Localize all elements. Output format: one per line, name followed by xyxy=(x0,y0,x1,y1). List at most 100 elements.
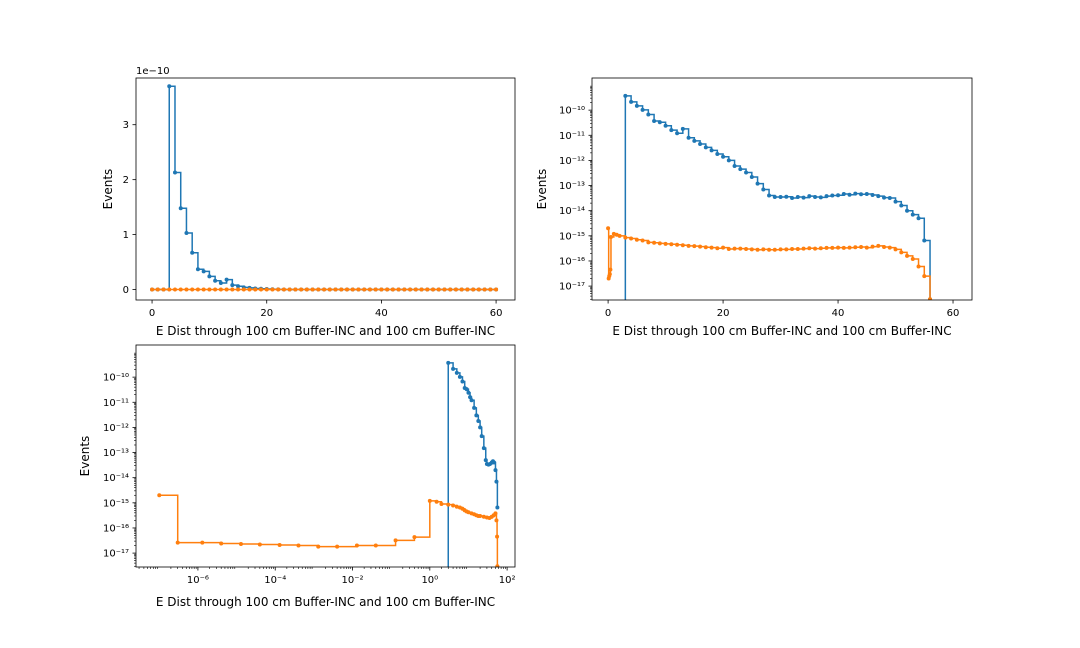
series-2-point xyxy=(476,287,481,292)
series-1-point xyxy=(184,230,189,235)
x-tick-label: 60 xyxy=(947,308,960,319)
series-2-point xyxy=(190,287,195,292)
series-1-point xyxy=(481,446,486,451)
y-tick-label: 10⁻¹¹ xyxy=(559,131,585,142)
chart-panel-3: 10⁻⁶ 10⁻⁴ 10⁻² 10⁰ 10² 10⁻¹⁷ 10⁻¹⁶ 10⁻¹⁵ 10⁻¹⁴ 10… xyxy=(78,344,516,609)
y-tick-label: 10⁻¹¹ xyxy=(103,398,129,409)
series-2-point xyxy=(459,287,464,292)
series-2-point xyxy=(899,250,904,255)
series-2-point xyxy=(466,510,471,515)
series-2-point xyxy=(703,245,708,250)
y-tick-label: 10⁻¹² xyxy=(103,423,129,434)
series-1-point xyxy=(172,170,177,175)
series-2-point xyxy=(813,246,818,251)
series-1-point xyxy=(669,128,674,133)
series-2-point xyxy=(738,246,743,251)
y-tick-label: 10⁻¹² xyxy=(559,156,585,167)
series-1-point xyxy=(446,360,451,365)
series-1-point xyxy=(483,458,488,463)
series-1-point xyxy=(640,107,645,112)
series-2-point xyxy=(390,287,395,292)
series-1-point xyxy=(703,145,708,150)
series-2-point xyxy=(657,241,662,246)
axes-frame xyxy=(135,77,516,301)
x-axis-label: E Dist through 100 cm Buffer-INC and 100… xyxy=(156,595,495,609)
y-tick-label: 10⁻¹⁵ xyxy=(559,231,585,242)
series-1-point xyxy=(195,267,200,272)
series-2-point xyxy=(408,287,413,292)
series-1-point xyxy=(836,193,841,198)
series-2-point xyxy=(373,543,378,548)
series-2-point xyxy=(623,235,628,240)
series-1-point xyxy=(864,192,869,197)
series-2-point xyxy=(207,287,212,292)
series-1-point xyxy=(870,193,875,198)
series-1-point xyxy=(236,284,241,289)
x-tick-label: 40 xyxy=(832,308,845,319)
series-2-point xyxy=(322,287,327,292)
plot-area xyxy=(157,360,500,567)
plot-area xyxy=(606,93,933,300)
y-tick-label: 10⁻¹⁴ xyxy=(559,206,585,217)
series-2-point xyxy=(236,287,241,292)
series-1-point xyxy=(721,154,726,159)
series-1-point xyxy=(474,413,479,418)
series-2-point xyxy=(257,542,262,547)
series-2-point xyxy=(494,518,499,523)
y-tick-label: 3 xyxy=(123,120,129,131)
series-2-point xyxy=(419,287,424,292)
series-2-point xyxy=(345,287,350,292)
series-2-point xyxy=(686,243,691,248)
series-2-point xyxy=(354,543,359,548)
series-2-point xyxy=(350,287,355,292)
series-2-point xyxy=(175,540,180,545)
series-2-point xyxy=(715,246,720,251)
series-2-point xyxy=(161,287,166,292)
series-2-point xyxy=(241,287,246,292)
series-1-point xyxy=(663,123,668,128)
series-2-point xyxy=(744,246,749,251)
series-2-point xyxy=(316,287,321,292)
series-1-point xyxy=(813,195,818,200)
series-2-point xyxy=(150,287,155,292)
series-1-point xyxy=(476,419,481,424)
series-1-point xyxy=(726,158,731,163)
series-2-point xyxy=(224,287,229,292)
series-2-point xyxy=(732,246,737,251)
series-2-point xyxy=(230,287,235,292)
x-tick-label: 10² xyxy=(499,575,516,586)
series-1-point xyxy=(732,163,737,168)
series-2-point xyxy=(373,287,378,292)
series-1-point xyxy=(680,126,685,131)
series-2-point xyxy=(870,244,875,249)
series-1-point xyxy=(893,199,898,204)
series-2-point xyxy=(167,287,172,292)
y-tick-label: 10⁻¹⁰ xyxy=(559,106,585,117)
series-2-point xyxy=(836,245,841,250)
series-1-point xyxy=(468,395,473,400)
series-2-point xyxy=(201,287,206,292)
series-2-point xyxy=(646,240,651,245)
series-2-point xyxy=(339,287,344,292)
series-2-point xyxy=(629,236,634,241)
x-tick-label: 10⁻⁶ xyxy=(187,575,209,586)
series-2-point xyxy=(276,287,281,292)
series-1-point xyxy=(460,379,465,384)
series-2-point xyxy=(493,511,498,516)
series-1-point xyxy=(493,468,498,473)
series-1-point xyxy=(686,135,691,140)
series-2-point xyxy=(698,244,703,249)
series-1-point xyxy=(464,387,469,392)
series-2-point xyxy=(761,247,766,252)
series-2-point xyxy=(790,246,795,251)
chart-panel-1: 0 20 40 60 0 1 2 3 1e−10 E Dist through 100 cm Bu… xyxy=(101,66,516,338)
series-2-point xyxy=(218,287,223,292)
x-axis-label: E Dist through 100 cm Buffer-INC and 100… xyxy=(156,324,495,338)
series-2-point xyxy=(362,287,367,292)
series-2-point xyxy=(922,274,927,279)
series-1-point xyxy=(749,174,754,179)
series-2-point xyxy=(335,544,340,549)
series-2-point xyxy=(709,245,714,250)
series-2-point xyxy=(213,287,218,292)
series-2-point xyxy=(608,267,613,272)
